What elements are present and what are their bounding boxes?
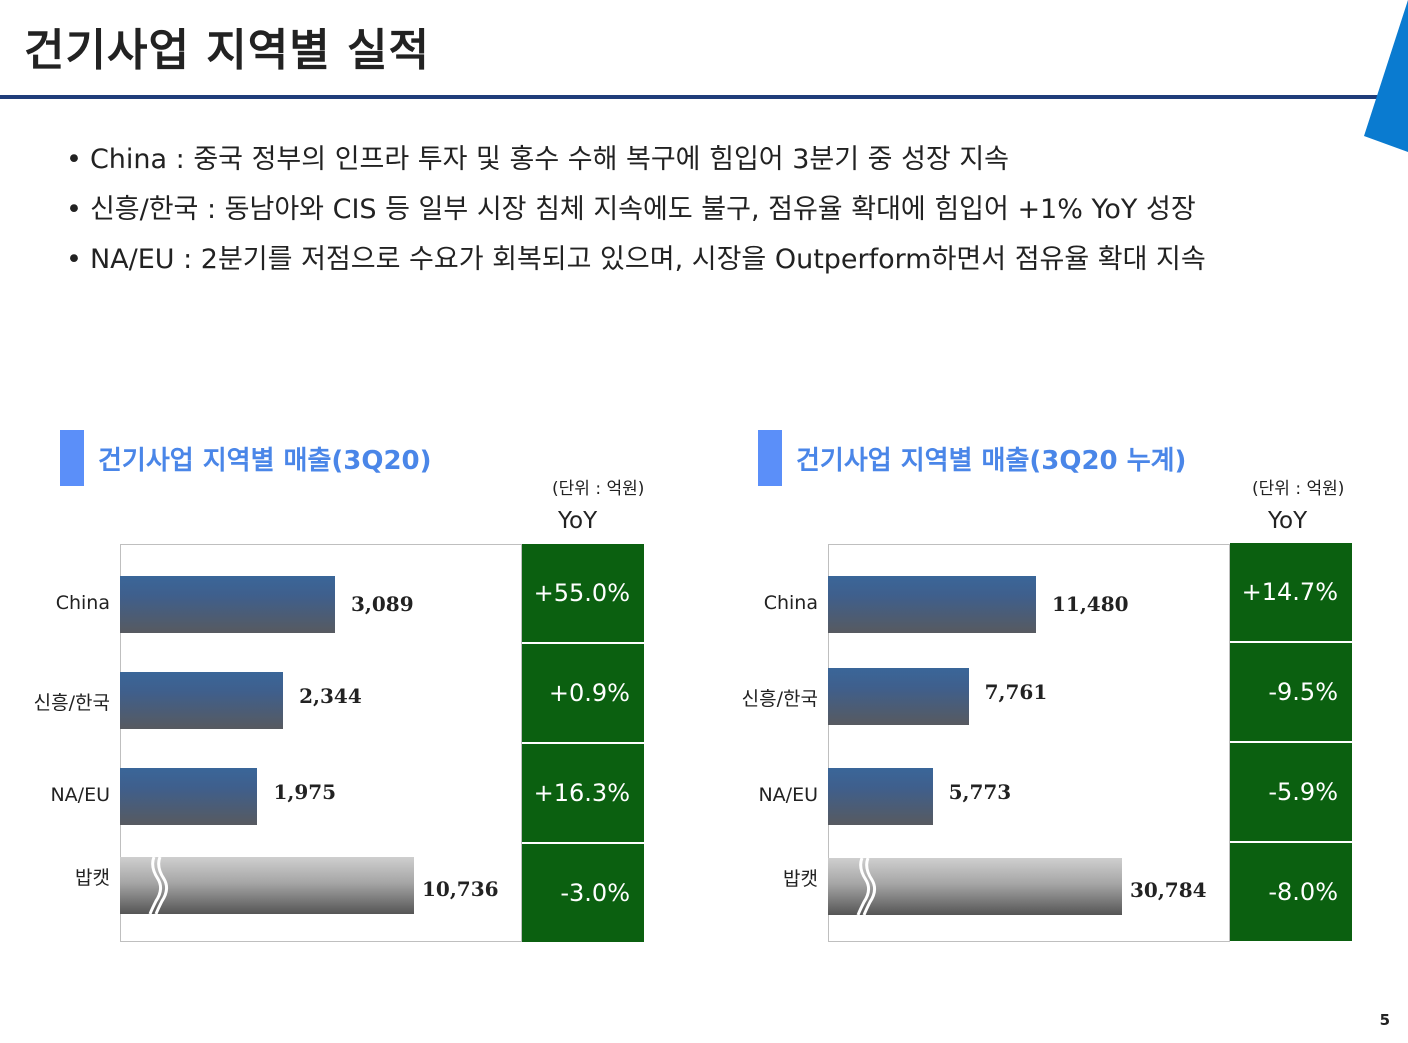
yoy-cell: -5.9%: [1230, 743, 1352, 841]
yoy-cell: +0.9%: [522, 644, 644, 742]
bullet-item: China : 중국 정부의 인프라 투자 및 홍수 수해 복구에 힘입어 3분…: [66, 140, 1206, 190]
value-label: 5,773: [948, 780, 1012, 804]
yoy-header: YoY: [1268, 508, 1308, 534]
category-label: NA/EU: [758, 784, 818, 806]
category-label: 신흥/한국: [33, 692, 110, 714]
page-number: 5: [1379, 1011, 1390, 1029]
unit-label: (단위 : 억원): [1252, 479, 1345, 499]
yoy-cell: -3.0%: [522, 844, 644, 942]
category-label: 밥캣: [75, 867, 110, 889]
bar-3: [828, 768, 933, 825]
axis-break-mark: [856, 858, 877, 915]
bar-1: [828, 576, 1036, 633]
bar-3: [120, 768, 258, 825]
category-label: 밥캣: [783, 868, 818, 890]
panel-title-marker: [758, 430, 782, 486]
chart-title: 건기사업 지역별 매출(3Q20 누계): [796, 446, 1187, 476]
title-rule: [0, 95, 1382, 99]
bullet-item: NA/EU : 2분기를 저점으로 수요가 회복되고 있으며, 시장을 Outp…: [66, 240, 1206, 290]
yoy-cell: +55.0%: [522, 544, 644, 642]
bar-4: [120, 857, 414, 914]
value-label: 3,089: [351, 592, 414, 616]
value-label: 11,480: [1052, 592, 1129, 616]
axis-break-mark: [148, 857, 169, 914]
bar-2: [120, 672, 284, 729]
category-label: NA/EU: [50, 784, 110, 806]
category-label: 신흥/한국: [741, 688, 818, 710]
yoy-cell: +16.3%: [522, 744, 644, 842]
value-label: 7,761: [984, 680, 1048, 704]
corner-accent-shape: [1364, 0, 1408, 152]
bullet-list: China : 중국 정부의 인프라 투자 및 홍수 수해 복구에 힘입어 3분…: [66, 140, 1206, 290]
chart-title: 건기사업 지역별 매출(3Q20): [98, 446, 432, 476]
bullet-item: 신흥/한국 : 동남아와 CIS 등 일부 시장 침체 지속에도 불구, 점유율…: [66, 190, 1206, 240]
value-label: 1,975: [273, 780, 337, 804]
chart-panel-3q20: 건기사업 지역별 매출(3Q20) (단위 : 억원) YoY China 3,0…: [34, 428, 700, 968]
yoy-cell: -8.0%: [1230, 843, 1352, 941]
page-title: 건기사업 지역별 실적: [24, 25, 430, 76]
unit-label: (단위 : 억원): [552, 479, 645, 499]
yoy-cell: +14.7%: [1230, 543, 1352, 641]
bar-1: [120, 576, 335, 633]
bar-2: [828, 668, 969, 725]
bar-4: [828, 858, 1122, 915]
value-label: 2,344: [299, 684, 362, 708]
yoy-cell: -9.5%: [1230, 643, 1352, 741]
chart-panel-3q20-cumulative: 건기사업 지역별 매출(3Q20 누계) (단위 : 억원) YoY China…: [742, 428, 1398, 968]
category-label: China: [55, 592, 110, 614]
value-label: 30,784: [1130, 878, 1207, 902]
value-label: 10,736: [422, 877, 499, 901]
yoy-header: YoY: [558, 508, 598, 534]
category-label: China: [763, 592, 818, 614]
panel-title-marker: [60, 430, 84, 486]
